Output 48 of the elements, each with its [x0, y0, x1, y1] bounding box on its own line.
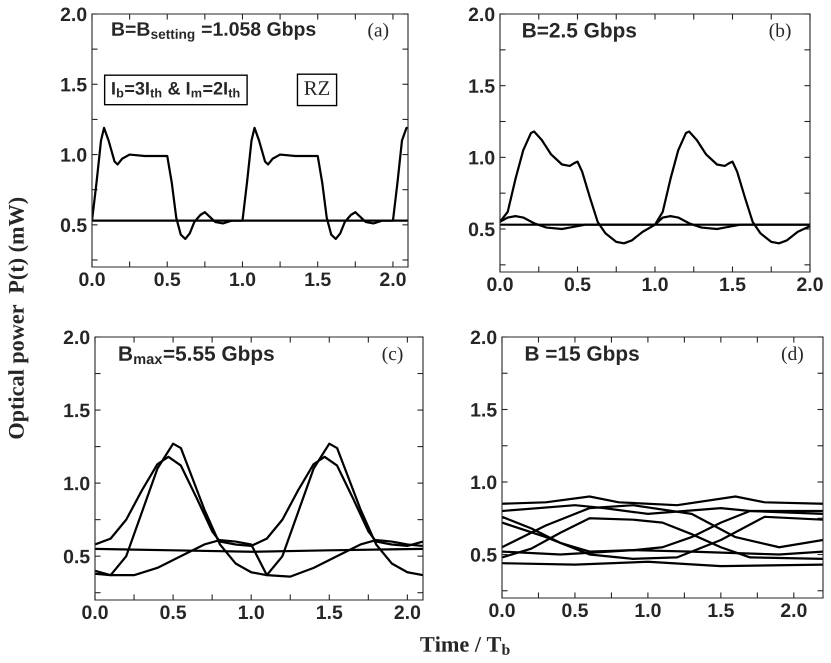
- x-tick-label: 1.0: [636, 603, 661, 618]
- x-tick-label: 1.5: [316, 606, 342, 620]
- x-tick-label: 2.0: [380, 272, 406, 286]
- y-tick-label: 2.0: [468, 7, 494, 22]
- x-tick-label: 0.5: [160, 605, 186, 620]
- y-tick-label: 1.0: [471, 475, 496, 490]
- x-tick-label: 0.0: [489, 603, 515, 618]
- annotation: (a): [368, 22, 388, 41]
- x-tick-label: 2.0: [780, 603, 807, 618]
- y-tick-label: 1.0: [64, 476, 90, 490]
- y-tick-label: 1.5: [64, 404, 90, 418]
- x-tick-label: 0.5: [564, 277, 590, 292]
- y-tick-label: 2.0: [470, 330, 496, 344]
- x-tick-label: 1.5: [708, 604, 734, 618]
- y-tick-label: 1.5: [469, 79, 495, 93]
- annotation: (d): [782, 346, 803, 364]
- annotation: RZ: [304, 81, 330, 95]
- x-tick-label: 2.0: [797, 277, 823, 292]
- x-tick-label: 1.5: [720, 278, 746, 292]
- y-tick-label: 1.5: [471, 403, 497, 417]
- annotation: (b): [770, 23, 791, 41]
- y-tick-label: 2.0: [60, 7, 86, 22]
- x-tick-label: 0.0: [487, 277, 513, 292]
- x-axis-title: Time / T$_{b}$: [420, 636, 510, 655]
- y-axis-title: Optical power P(t) (mW): [8, 198, 28, 439]
- x-tick-label: 0.0: [79, 272, 105, 286]
- y-tick-label: 1.0: [61, 148, 86, 162]
- x-tick-label: 1.5: [305, 272, 331, 286]
- y-tick-label: 0.5: [60, 218, 87, 232]
- y-tick-label: 0.5: [64, 550, 90, 564]
- annotation: (c): [382, 346, 402, 364]
- y-tick-label: 0.5: [468, 222, 495, 236]
- x-tick-label: 0.5: [154, 272, 180, 286]
- x-tick-label: 1.0: [238, 605, 264, 620]
- x-tick-label: 0.0: [82, 605, 108, 620]
- annotation: B =15 Gbps: [526, 346, 639, 365]
- x-tick-label: 2.0: [394, 605, 420, 620]
- annotation: B$_{max}$=5.55 Gbps: [119, 346, 274, 366]
- annotation: I$_{b}$=3I$_{th}$ & I$_{m}$=2I$_{th}$: [112, 82, 240, 98]
- y-tick-label: 1.0: [469, 150, 494, 165]
- x-tick-label: 1.0: [642, 277, 668, 292]
- x-tick-label: 0.5: [562, 603, 588, 618]
- y-tick-label: 1.5: [61, 78, 87, 92]
- y-tick-label: 2.0: [64, 330, 90, 344]
- annotation: B=2.5 Gbps: [523, 22, 636, 42]
- x-tick-label: 1.0: [230, 272, 256, 286]
- annotation: B=B$_{setting}$ =1.058 Gbps: [112, 22, 316, 42]
- y-tick-label: 0.5: [470, 548, 497, 562]
